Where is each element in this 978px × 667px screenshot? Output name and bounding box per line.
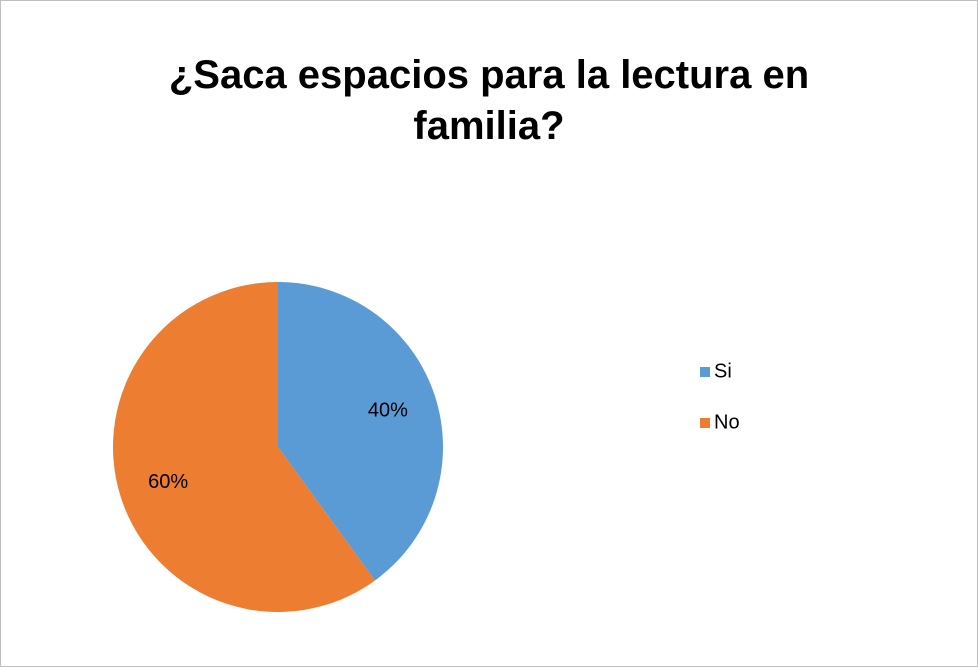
legend-swatch bbox=[700, 418, 710, 428]
pie-slice bbox=[112, 282, 375, 612]
data-label: 40% bbox=[368, 400, 408, 422]
chart-title: ¿Saca espacios para la lectura en famili… bbox=[168, 53, 810, 148]
legend-swatch bbox=[700, 367, 710, 377]
pie-slice bbox=[278, 282, 443, 581]
legend-label: No bbox=[714, 411, 740, 433]
data-label: 60% bbox=[148, 471, 188, 493]
legend-label: Si bbox=[714, 360, 732, 382]
